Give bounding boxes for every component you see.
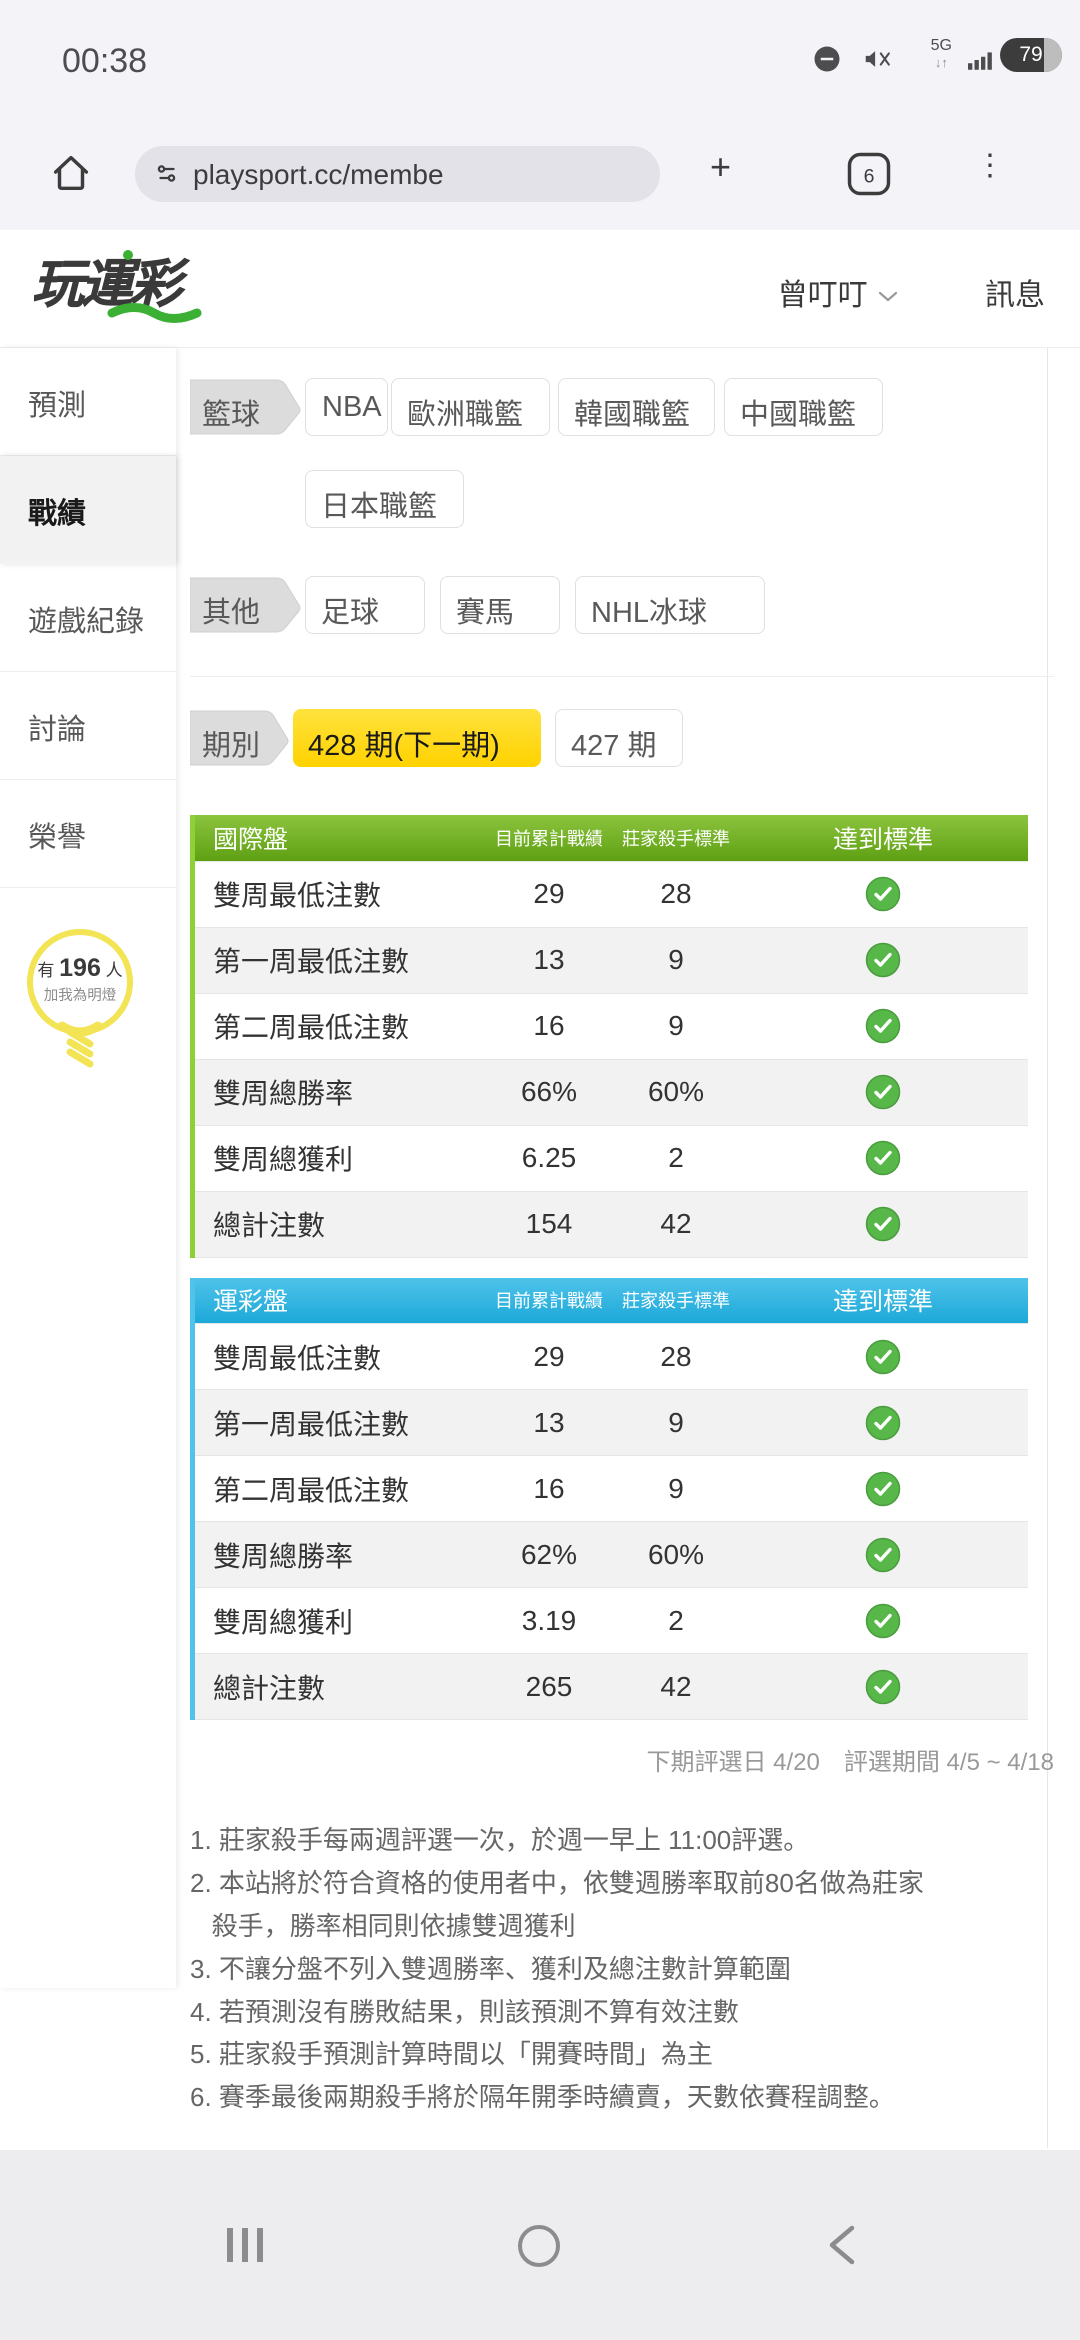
svg-text:有 196 人: 有 196 人 [37, 954, 122, 982]
svg-text:6: 6 [864, 166, 875, 188]
svg-text:加我為明燈: 加我為明燈 [44, 987, 117, 1004]
svg-text:玩運彩: 玩運彩 [32, 256, 190, 314]
